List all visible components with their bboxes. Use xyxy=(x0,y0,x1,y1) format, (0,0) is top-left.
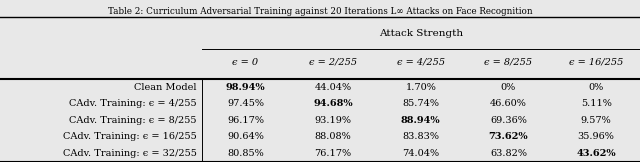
Text: ϵ = 4/255: ϵ = 4/255 xyxy=(397,58,445,67)
Text: 85.74%: 85.74% xyxy=(403,99,439,108)
Text: 9.57%: 9.57% xyxy=(580,116,612,125)
Text: ϵ = 8/255: ϵ = 8/255 xyxy=(484,58,532,67)
Text: 63.82%: 63.82% xyxy=(490,149,527,157)
Text: Clean Model: Clean Model xyxy=(134,83,196,92)
Text: 35.96%: 35.96% xyxy=(578,132,614,141)
Text: CAdv. Training: ϵ = 32/255: CAdv. Training: ϵ = 32/255 xyxy=(63,149,196,157)
Text: 94.68%: 94.68% xyxy=(314,99,353,108)
Text: Table 2: Curriculum Adversarial Training against 20 Iterations L∞ Attacks on Fac: Table 2: Curriculum Adversarial Training… xyxy=(108,7,532,16)
Text: 0%: 0% xyxy=(589,83,604,92)
Text: 90.64%: 90.64% xyxy=(227,132,264,141)
Text: 80.85%: 80.85% xyxy=(227,149,264,157)
Text: 46.60%: 46.60% xyxy=(490,99,527,108)
Text: 43.62%: 43.62% xyxy=(577,149,616,157)
Text: CAdv. Training: ϵ = 16/255: CAdv. Training: ϵ = 16/255 xyxy=(63,132,196,141)
Text: ϵ = 0: ϵ = 0 xyxy=(232,58,259,67)
Text: 44.04%: 44.04% xyxy=(314,83,352,92)
Text: CAdv. Training: ϵ = 8/255: CAdv. Training: ϵ = 8/255 xyxy=(69,116,196,125)
Text: ϵ = 2/255: ϵ = 2/255 xyxy=(309,58,357,67)
Text: 0%: 0% xyxy=(501,83,516,92)
Text: Attack Strength: Attack Strength xyxy=(379,29,463,38)
Text: 1.70%: 1.70% xyxy=(405,83,436,92)
Text: 96.17%: 96.17% xyxy=(227,116,264,125)
Text: 98.94%: 98.94% xyxy=(226,83,265,92)
Text: CAdv. Training: ϵ = 4/255: CAdv. Training: ϵ = 4/255 xyxy=(69,99,196,108)
Text: 88.08%: 88.08% xyxy=(315,132,351,141)
Text: 83.83%: 83.83% xyxy=(403,132,439,141)
Text: 97.45%: 97.45% xyxy=(227,99,264,108)
Text: 93.19%: 93.19% xyxy=(315,116,351,125)
Text: ϵ = 16/255: ϵ = 16/255 xyxy=(569,58,623,67)
Text: 69.36%: 69.36% xyxy=(490,116,527,125)
Text: 76.17%: 76.17% xyxy=(314,149,352,157)
Text: 88.94%: 88.94% xyxy=(401,116,440,125)
Text: 73.62%: 73.62% xyxy=(489,132,528,141)
Text: 74.04%: 74.04% xyxy=(402,149,440,157)
Text: 5.11%: 5.11% xyxy=(580,99,612,108)
